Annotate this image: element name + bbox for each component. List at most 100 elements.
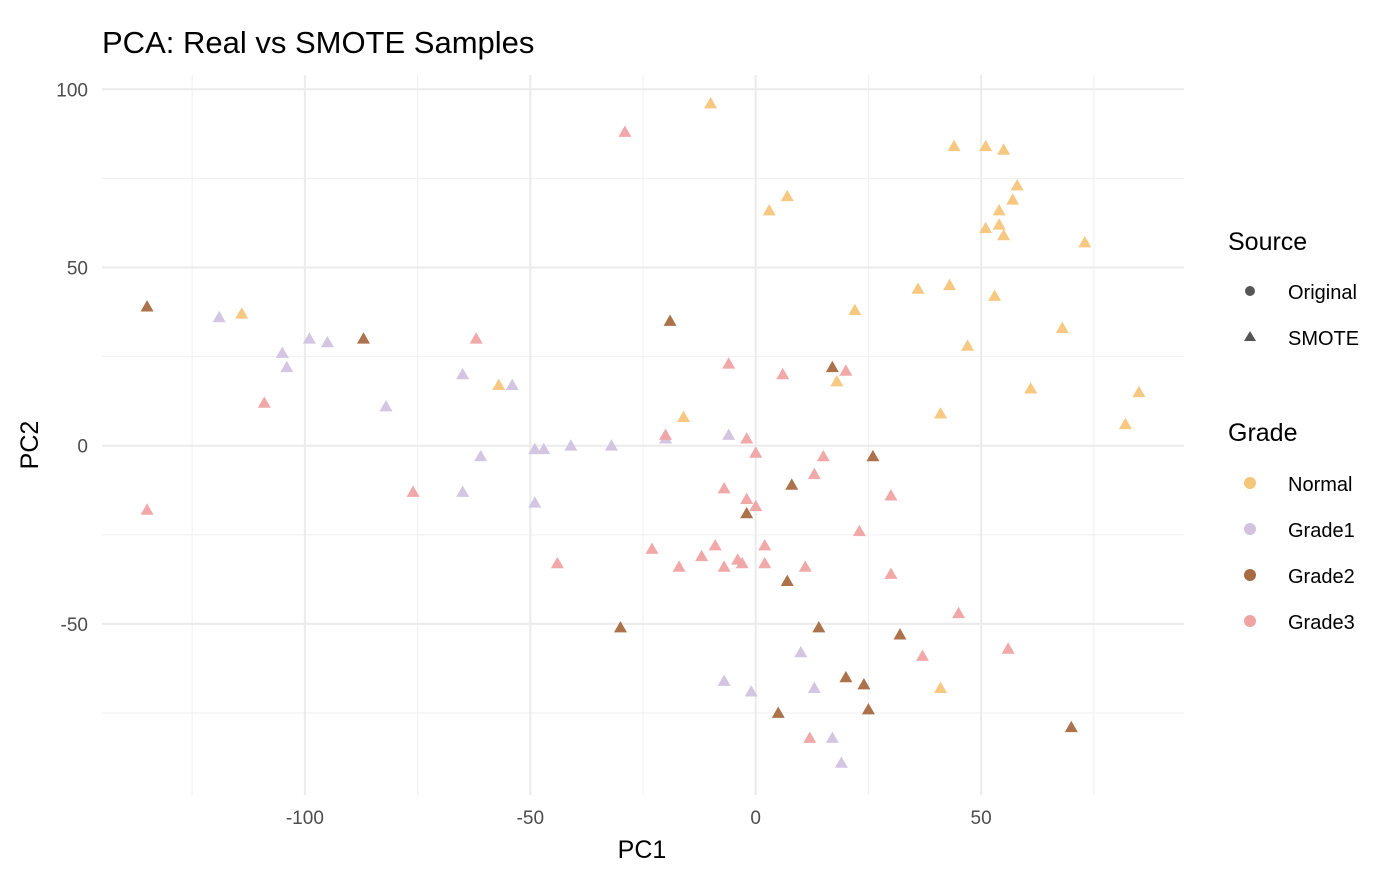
legend-normal-swatch-icon [1244,477,1256,489]
point-grade3 [839,364,853,376]
point-grade3 [776,367,790,380]
x-axis-title: PC1 [618,836,667,864]
legend-original-circle-icon [1245,286,1255,296]
point-grade1 [794,645,808,658]
point-grade3 [884,489,898,501]
point-grade1 [528,496,542,508]
legend-source-title: Source [1228,228,1307,256]
point-grade2 [861,702,875,715]
point-grade2 [825,360,839,373]
point-grade3 [952,606,966,619]
point-normal [780,189,794,202]
point-grade3 [645,542,659,554]
point-grade3 [749,446,763,458]
point-grade1 [302,332,316,344]
point-grade1 [456,367,470,380]
point-grade1 [717,674,731,686]
point-grade3 [722,357,736,369]
point-normal [235,307,249,319]
point-grade3 [717,481,731,494]
point-grade3 [740,492,754,505]
point-normal [1010,178,1024,191]
legend-grade2-swatch-icon [1244,569,1256,581]
point-normal [1006,193,1020,205]
point-normal [830,375,844,387]
point-grade1 [825,731,839,743]
point-grade1 [537,442,551,455]
x-tick-label: 50 [971,808,992,829]
point-normal [1055,321,1069,333]
point-grade2 [663,314,677,326]
point-grade2 [771,706,785,718]
point-grade3 [803,731,817,743]
point-grade2 [1064,720,1078,733]
point-grade2 [893,628,907,640]
point-grade3 [550,556,564,569]
x-tick-label: -50 [517,808,544,829]
legend-grade1-label: Grade1 [1288,520,1355,542]
point-grade3 [798,560,812,572]
x-tick-label: -100 [286,808,324,829]
point-normal [677,410,691,423]
point-grade3 [406,485,420,497]
point-grade1 [564,439,578,451]
data-points [140,97,1146,768]
point-grade2 [857,678,871,690]
point-normal [492,378,506,390]
point-grade1 [528,442,542,455]
point-grade3 [852,524,866,537]
x-tick-labels: -100 -50 0 50 [286,808,992,829]
point-grade3 [659,428,673,440]
point-grade1 [474,449,488,462]
point-grade3 [717,560,731,572]
point-grade3 [884,567,898,579]
point-grade1 [280,360,294,373]
point-grade3 [140,503,154,515]
legend-grade3-swatch-icon [1244,615,1256,627]
point-normal [1118,417,1132,430]
point-grade1 [807,681,821,693]
x-tick-label: 0 [750,808,761,829]
point-normal [979,221,993,234]
point-grade3 [749,499,763,512]
point-grade2 [140,300,154,312]
point-normal [947,139,961,152]
point-grade3 [740,432,754,444]
point-grade2 [356,332,370,344]
y-tick-label: -50 [61,615,88,636]
legend-grade-title: Grade [1228,419,1297,447]
point-normal [934,681,948,693]
point-grade2 [866,449,880,462]
point-grade1 [722,428,736,440]
y-axis-title: PC2 [16,421,44,470]
point-grade3 [816,449,830,462]
y-tick-labels: -50 0 50 100 [56,80,88,636]
point-grade3 [758,538,772,551]
point-grade3 [1001,642,1015,654]
point-normal [934,407,948,419]
legend-source: Source Original SMOTE [1228,228,1359,350]
point-normal [979,139,993,152]
point-normal [704,97,718,109]
point-normal [992,203,1006,216]
point-normal [1132,385,1146,398]
point-normal [992,218,1006,230]
legend-grade: Grade Normal Grade1 Grade2 Grade3 [1228,419,1355,634]
point-grade1 [744,685,758,697]
point-grade2 [780,574,794,587]
point-grade3 [758,556,772,569]
point-normal [911,282,925,294]
y-tick-label: 100 [56,80,88,101]
legend-grade1-swatch-icon [1244,523,1256,535]
point-normal [1078,236,1092,248]
point-grade3 [257,396,271,408]
y-tick-label: 0 [77,437,88,458]
point-grade1 [604,439,618,451]
legend-grade2-label: Grade2 [1288,566,1355,588]
point-normal [997,228,1011,241]
point-grade3 [695,549,709,562]
point-normal [848,303,862,316]
point-grade1 [456,485,470,497]
